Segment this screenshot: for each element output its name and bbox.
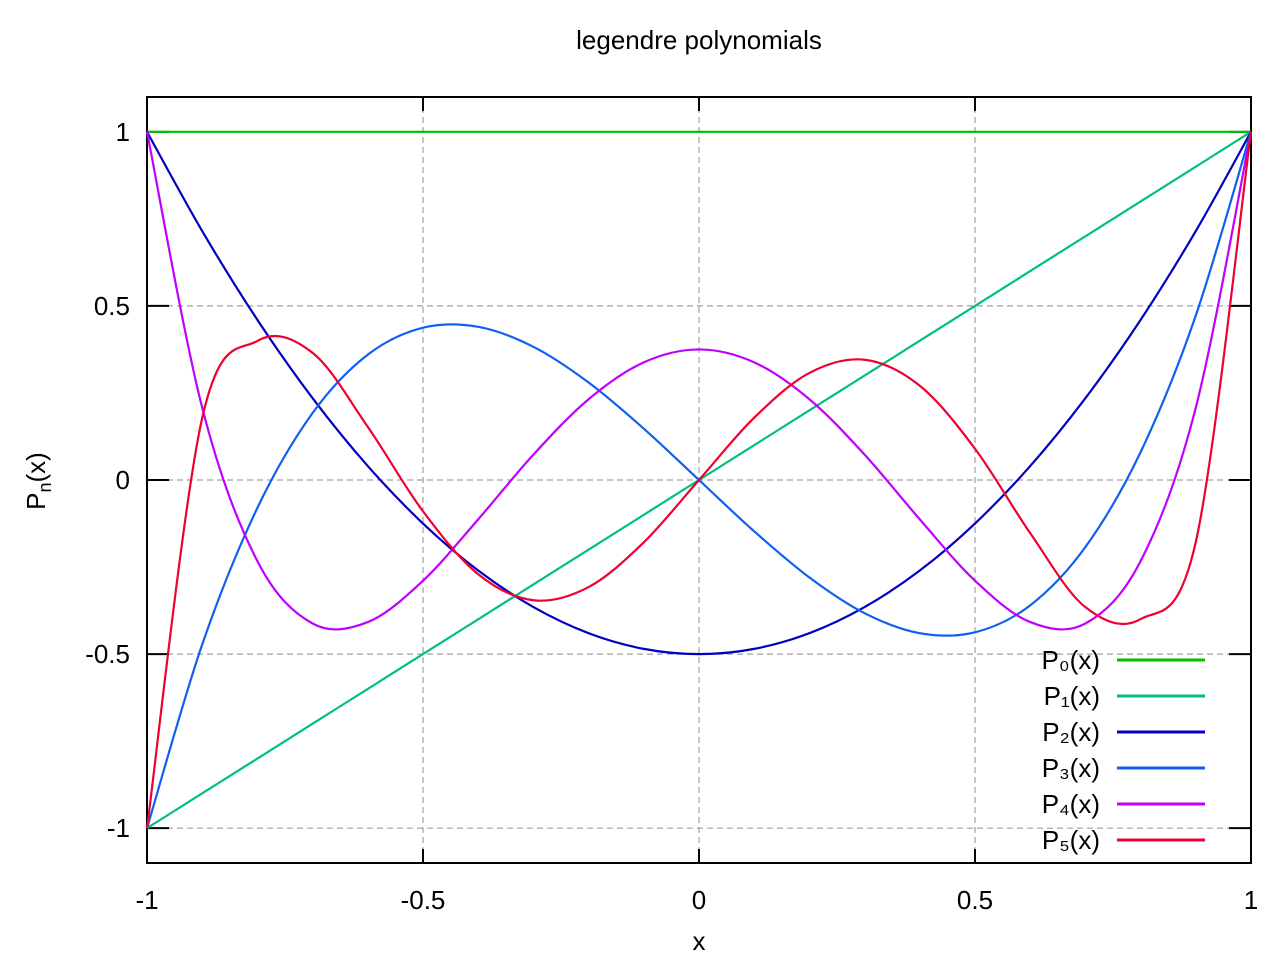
- legend-label-3: P₃(x): [1042, 753, 1100, 783]
- series-line-5: [145, 131, 1253, 829]
- legend-label-5: P₅(x): [1042, 825, 1100, 855]
- x-tick-label: 1: [1244, 885, 1258, 915]
- x-tick-label: 0.5: [957, 885, 993, 915]
- legend-label-2: P₂(x): [1042, 717, 1100, 747]
- y-tick-label: -1: [107, 813, 130, 843]
- series-line-2: [146, 131, 1252, 656]
- axis-ticks: -1 -0.5 0 0.5 1 -1 -0.5 0 0.5 1: [85, 97, 1258, 915]
- y-tick-label: 0.5: [94, 291, 130, 321]
- legend-label-4: P₄(x): [1042, 789, 1100, 819]
- chart-title: legendre polynomials: [576, 25, 822, 55]
- x-tick-label: -1: [135, 885, 158, 915]
- legend-label-0: P₀(x): [1042, 645, 1100, 675]
- series-lines: [145, 130, 1253, 830]
- series-line-4: [145, 131, 1253, 631]
- x-axis-label: x: [693, 926, 706, 956]
- y-tick-label: 1: [116, 117, 130, 147]
- y-axis-label: Pn(x): [21, 452, 55, 510]
- legend: P₀(x) P₁(x) P₂(x) P₃(x) P₄(x) P₅(x): [1042, 645, 1205, 855]
- y-tick-label: 0: [116, 465, 130, 495]
- y-axis-label-base: P: [21, 493, 51, 510]
- y-axis-label-sub: n: [35, 482, 55, 492]
- x-tick-label: 0: [692, 885, 706, 915]
- y-tick-label: -0.5: [85, 639, 130, 669]
- legend-label-1: P₁(x): [1044, 681, 1100, 711]
- y-axis-label-rest: (x): [21, 452, 51, 482]
- x-tick-label: -0.5: [401, 885, 446, 915]
